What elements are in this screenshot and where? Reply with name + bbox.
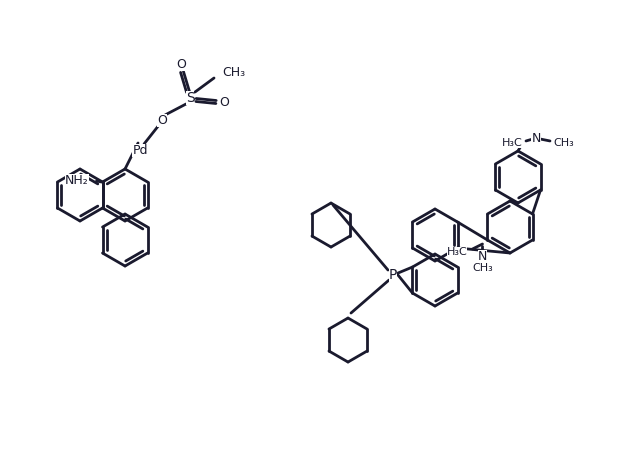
Text: CH₃: CH₃ — [222, 65, 245, 78]
Text: NH₂: NH₂ — [65, 173, 88, 187]
Text: N: N — [531, 133, 541, 146]
Text: Pd: Pd — [132, 143, 148, 157]
Text: N: N — [478, 250, 487, 263]
Text: CH₃: CH₃ — [472, 263, 493, 273]
Text: O: O — [157, 113, 167, 126]
Text: O: O — [176, 57, 186, 70]
Text: H₃C: H₃C — [502, 138, 523, 148]
Text: O: O — [219, 95, 229, 109]
Text: S: S — [186, 91, 195, 105]
Text: CH₃: CH₃ — [553, 138, 573, 148]
Text: P: P — [389, 268, 397, 282]
Text: H₃C: H₃C — [447, 247, 467, 257]
